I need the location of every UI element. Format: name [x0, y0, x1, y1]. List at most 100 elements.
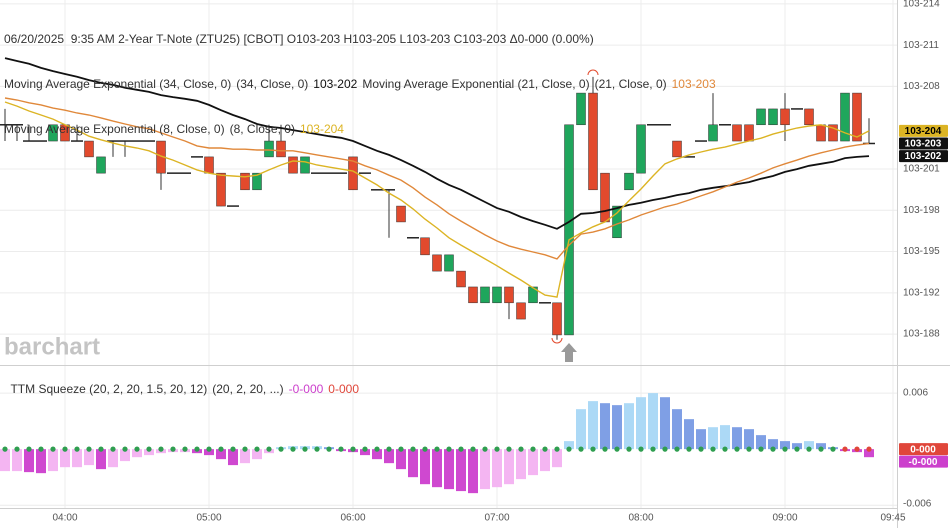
- squeeze-dot: [710, 446, 716, 452]
- histogram-bar: [816, 443, 826, 450]
- histogram-bar: [96, 449, 106, 470]
- candle-body: [444, 254, 454, 272]
- candle-body: [612, 205, 622, 239]
- ema-value-label-box: [899, 124, 948, 137]
- squeeze-dot: [158, 446, 164, 452]
- candle-body: [804, 108, 814, 126]
- squeeze-dot: [350, 446, 356, 452]
- squeeze-dot: [578, 446, 584, 452]
- squeeze-dot: [374, 446, 380, 452]
- histogram-bar: [504, 449, 514, 485]
- histogram-bar: [672, 409, 682, 450]
- histogram-bar: [540, 449, 550, 472]
- legend-params: (34, Close, 0): [236, 77, 309, 91]
- legend-params: (21, Close, 0): [594, 77, 667, 91]
- candle-body: [252, 172, 262, 191]
- squeeze-dot: [530, 446, 536, 452]
- squeeze-dot: [866, 446, 872, 452]
- squeeze-dot: [314, 446, 320, 452]
- candle-body: [756, 108, 766, 126]
- squeeze-dot: [254, 446, 260, 452]
- squeeze-dot: [50, 446, 56, 452]
- y-tick-label: 103-211: [903, 40, 939, 51]
- histogram-bar: [768, 439, 778, 450]
- candle-body: [48, 124, 58, 142]
- candle-body: [552, 302, 562, 336]
- histogram-bar: [588, 401, 598, 450]
- histogram-bar: [228, 449, 238, 466]
- histogram-bar: [516, 449, 526, 480]
- x-tick-label: 05:00: [196, 513, 221, 524]
- ema-line: [4, 97, 870, 260]
- squeeze-dot: [14, 446, 20, 452]
- histogram-bar: [60, 449, 70, 468]
- candle-body: [84, 140, 94, 158]
- histogram-bar: [0, 449, 10, 472]
- x-tick-label: 08:00: [628, 513, 653, 524]
- legend-row: Moving Average Exponential (34, Close, 0…: [4, 77, 721, 92]
- dot-value-label-box: [899, 443, 948, 456]
- ema-value-label: 103-204: [905, 126, 942, 137]
- candle-body: [276, 140, 286, 158]
- histogram-bar: [744, 429, 754, 450]
- candle-body: [600, 172, 610, 223]
- squeeze-dot: [362, 446, 368, 452]
- histogram-bar: [12, 449, 22, 472]
- squeeze-dot: [194, 446, 200, 452]
- ema-line: [4, 57, 870, 230]
- histogram-bar: [360, 449, 370, 456]
- candle-body: [432, 254, 442, 272]
- ema-value-label-box: [899, 150, 948, 163]
- legend-name: Moving Average Exponential (8, Close, 0): [4, 122, 225, 136]
- legend-name: Moving Average Exponential (34, Close, 0…: [4, 77, 232, 91]
- legend-row: Moving Average Exponential (8, Close, 0)…: [4, 122, 721, 137]
- squeeze-legend: TTM Squeeze (20, 2, 20, 1.5, 20, 12) (20,…: [4, 367, 364, 397]
- histogram-bar: [864, 449, 874, 458]
- marks: [0, 57, 875, 494]
- squeeze-dot: [122, 446, 128, 452]
- squeeze-dot: [98, 446, 104, 452]
- squeeze-dot: [218, 446, 224, 452]
- y-tick-label: 103-201: [903, 164, 940, 175]
- squeeze-dot: [110, 446, 116, 452]
- histogram-bar: [396, 449, 406, 470]
- histogram-bar: [696, 429, 706, 450]
- squeeze-dot: [662, 446, 668, 452]
- candle-body: [852, 92, 862, 142]
- histogram-bar: [132, 449, 142, 458]
- squeeze-dot: [554, 446, 560, 452]
- candle-body: [216, 172, 226, 207]
- histogram-bar: [708, 427, 718, 450]
- histogram-bar: [600, 403, 610, 450]
- candle-body: [420, 237, 430, 256]
- candle-body: [624, 172, 634, 191]
- histogram-bar: [624, 403, 634, 450]
- y-tick-label: 0.006: [903, 388, 928, 399]
- x-tick-label: 09:00: [772, 513, 797, 524]
- hist-value-label-box: [899, 455, 948, 468]
- squeeze-dot: [854, 446, 860, 452]
- squeeze-dot: [638, 446, 644, 452]
- candle-body: [828, 124, 838, 142]
- candle-body: [588, 92, 598, 191]
- squeeze-dot: [242, 446, 248, 452]
- signal-arrow: [561, 343, 577, 362]
- candle-body: [96, 156, 106, 174]
- squeeze-dot: [386, 446, 392, 452]
- squeeze-dot: [38, 446, 44, 452]
- histogram-bar: [684, 419, 694, 450]
- candle-body: [204, 156, 214, 174]
- histogram-bar: [456, 449, 466, 492]
- ema-value-label: 103-202: [905, 151, 942, 162]
- squeeze-dot: [434, 446, 440, 452]
- hist-value-label: -0-000: [909, 457, 938, 468]
- histogram-bar: [252, 449, 262, 460]
- squeeze-dot: [806, 446, 812, 452]
- squeeze-dot: [398, 446, 404, 452]
- candle-body: [744, 124, 754, 142]
- candle-body: [240, 172, 250, 191]
- y-tick-label: 103-214: [903, 0, 940, 10]
- squeeze-dot: [830, 446, 836, 452]
- candle-body: [636, 124, 646, 174]
